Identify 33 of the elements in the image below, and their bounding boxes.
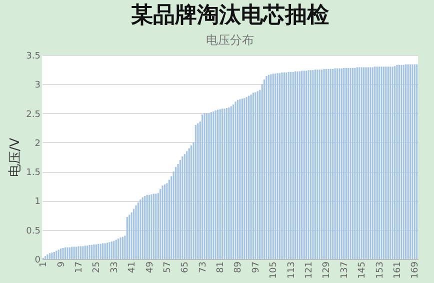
x-tick-label: 1: [39, 262, 50, 268]
y-axis-title: 电压/V: [8, 138, 24, 178]
x-tick-label: 161: [392, 262, 403, 279]
x-tick-label: 25: [92, 262, 102, 273]
y-tick-label: 3.5: [26, 52, 40, 62]
y-tick-label: 1.5: [26, 168, 40, 178]
y-tick-label: 2.5: [26, 110, 40, 120]
x-tick-label: 57: [162, 262, 173, 273]
chart-title: 某品牌淘汰电芯抽检: [131, 3, 330, 28]
x-tick-label: 81: [216, 262, 226, 273]
y-tick-label: 0.5: [26, 226, 40, 236]
x-tick-label: 97: [251, 262, 262, 273]
x-tick-label: 129: [322, 261, 332, 279]
x-tick-label: 49: [145, 261, 156, 273]
x-tick-label: 105: [269, 262, 280, 279]
x-tick-label: 153: [375, 262, 386, 279]
y-tick-label: 0: [34, 256, 41, 266]
x-tick-label: 17: [74, 262, 84, 273]
y-tick-label: 1: [34, 197, 40, 208]
x-tick-label: 73: [198, 262, 208, 273]
x-tick-label: 145: [358, 262, 368, 279]
x-tick-label: 9: [56, 261, 67, 268]
x-tick-label: 33: [110, 262, 120, 273]
y-tick-label: 3: [34, 80, 40, 91]
x-tick-label: 65: [180, 262, 191, 273]
x-tick-label: 121: [304, 262, 315, 279]
chart-subtitle: 电压分布: [206, 33, 254, 47]
x-tick-label: 41: [128, 262, 138, 273]
x-tick-label: 89: [234, 261, 244, 273]
x-tick-label: 137: [340, 262, 350, 279]
x-tick-label: 169: [410, 261, 421, 279]
y-tick-label: 2: [34, 138, 40, 149]
x-tick-label: 113: [286, 262, 297, 279]
